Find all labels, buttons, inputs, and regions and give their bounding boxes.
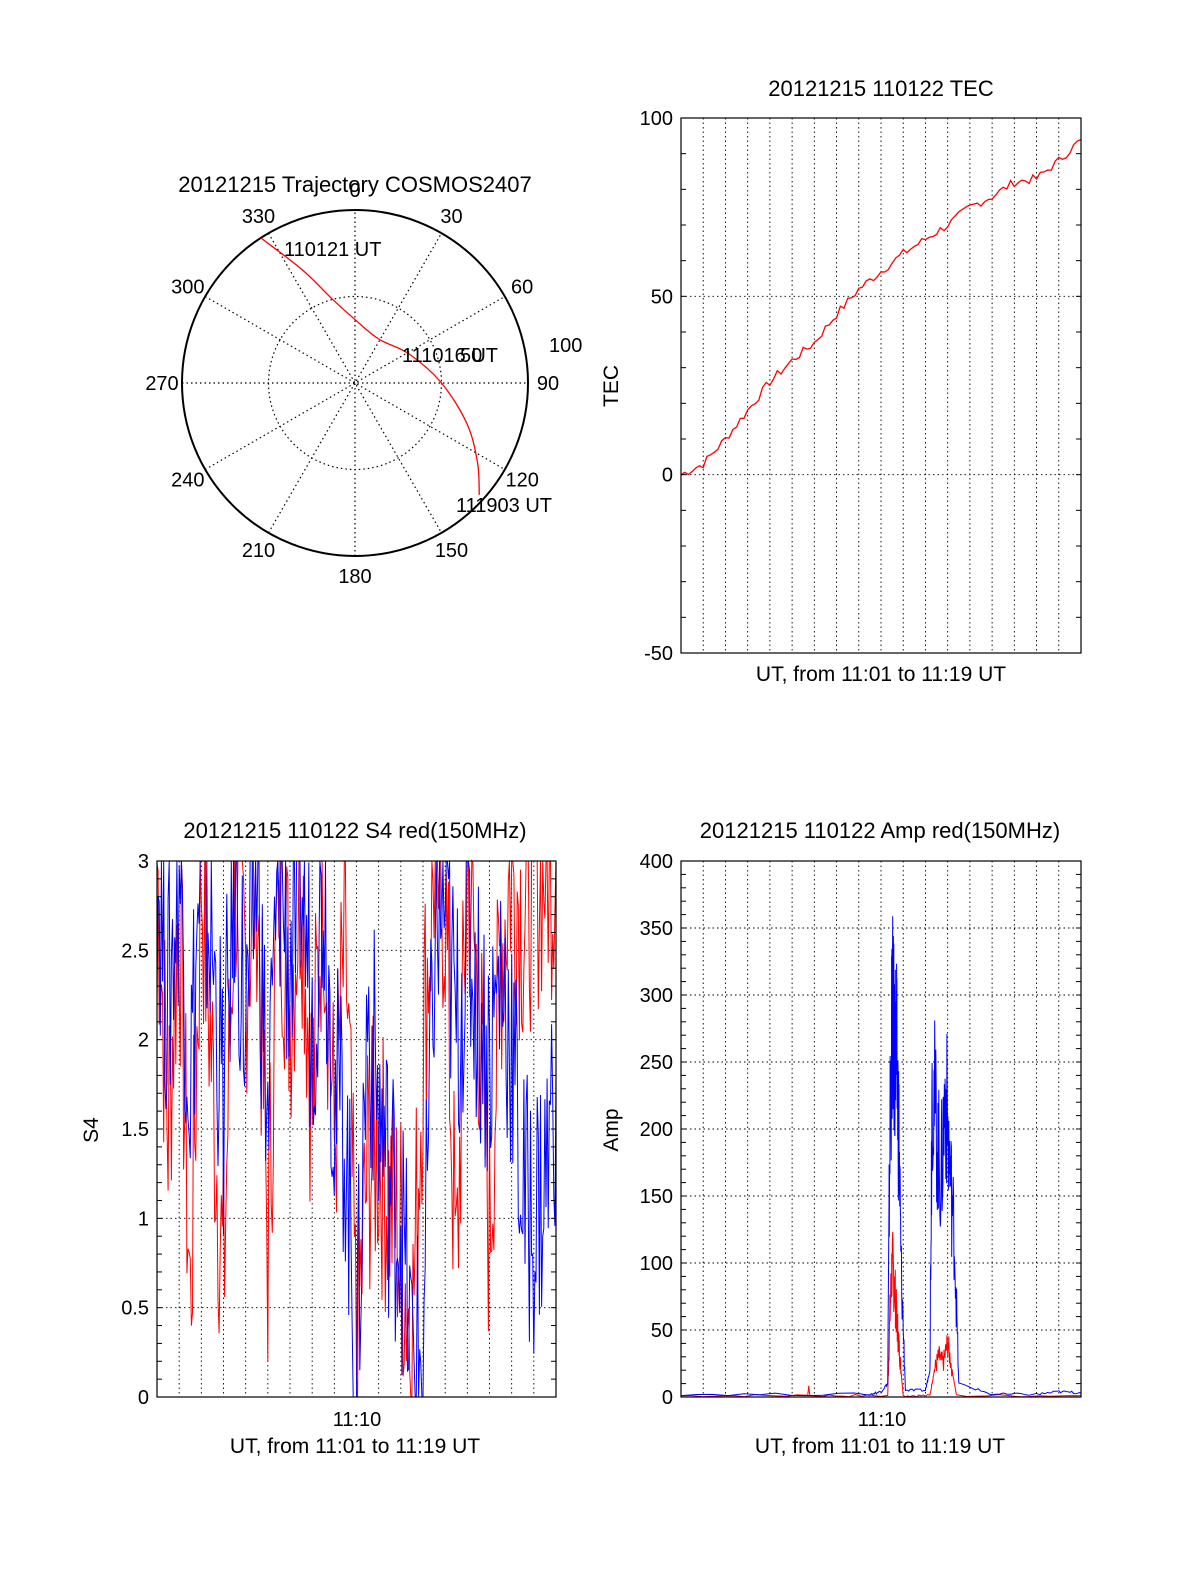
polar-angle-label: 300 xyxy=(171,277,204,299)
y-tick-label: 100 xyxy=(640,108,673,130)
trajectory-start-label: 110121 UT xyxy=(284,239,381,261)
series-line xyxy=(680,916,1082,1397)
y-tick-label: 2 xyxy=(138,1030,149,1052)
s4-ticks xyxy=(157,860,556,1398)
tec-x-axis-label: UT, from 11:01 to 11:19 UT xyxy=(756,663,1006,686)
tec-ticks xyxy=(681,117,1081,654)
y-tick-label: 150 xyxy=(640,1186,673,1208)
polar-spoke xyxy=(204,295,506,471)
polar-angle-label: 210 xyxy=(242,540,275,562)
y-tick-label: 2.5 xyxy=(121,940,149,962)
polar-spoke xyxy=(204,295,506,471)
polar-angle-label: 330 xyxy=(242,206,275,228)
tec-y-axis-label: TEC xyxy=(600,365,623,407)
tec-series xyxy=(680,138,1082,476)
trajectory-end-label: 111903 UT xyxy=(456,495,552,517)
polar-spoke xyxy=(267,232,443,534)
polar-radial-label-100: 100 xyxy=(549,335,582,357)
tec-title: 20121215 110122 TEC xyxy=(768,76,994,101)
s4-x-axis-label: UT, from 11:01 to 11:19 UT xyxy=(230,1435,480,1458)
series-line xyxy=(680,138,1082,476)
polar-spoke xyxy=(267,232,443,534)
polar-outer-circle xyxy=(181,209,529,557)
y-tick-label: -50 xyxy=(644,643,673,665)
series-line xyxy=(680,1231,1082,1398)
y-tick-label: 400 xyxy=(640,851,673,873)
polar-inner-circle xyxy=(267,295,443,471)
y-tick-label: 300 xyxy=(640,985,673,1007)
trajectory-mid-label: 111016 UT xyxy=(402,345,498,367)
y-tick-label: 0 xyxy=(662,1387,673,1409)
y-tick-label: 250 xyxy=(640,1052,673,1074)
y-tick-label: 50 xyxy=(651,286,673,308)
polar-angle-label: 270 xyxy=(145,373,178,395)
tec-y-tick-labels: -50 0 50 100 xyxy=(640,108,673,665)
amp-ticks xyxy=(681,860,1081,1398)
y-tick-label: 350 xyxy=(640,918,673,940)
polar-angle-label: 240 xyxy=(171,470,204,492)
amp-title: 20121215 110122 Amp red(150MHz) xyxy=(700,818,1060,843)
polar-angle-label: 90 xyxy=(537,373,559,395)
y-tick-label: 50 xyxy=(651,1320,673,1342)
amp-panel: 20121215 110122 Amp red(150MHz) 0 50 100 15… xyxy=(600,818,1082,1458)
y-tick-label: 3 xyxy=(138,851,149,873)
polar-angle-label: 0 xyxy=(349,180,360,202)
trajectory-title: 20121215 Trajectory COSMOS2407 xyxy=(178,172,531,197)
amp-y-axis-label: Amp xyxy=(600,1108,623,1151)
y-tick-label: 100 xyxy=(640,1253,673,1275)
amp-y-tick-labels: 0 50 100 150 200 250 300 350 400 xyxy=(640,851,673,1409)
polar-angle-labels: 0 30 60 90 120 150 180 210 240 270 300 330 xyxy=(145,180,559,588)
tec-plot-frame xyxy=(680,117,1082,654)
polar-angle-label: 180 xyxy=(338,566,371,588)
s4-title: 20121215 110122 S4 red(150MHz) xyxy=(183,818,526,843)
s4-x-tick-label: 11:10 xyxy=(333,1409,382,1431)
y-tick-label: 0.5 xyxy=(121,1298,149,1320)
s4-y-tick-labels: 0 0.5 1 1.5 2 2.5 3 xyxy=(121,851,149,1409)
y-tick-label: 1 xyxy=(138,1208,149,1230)
s4-y-axis-label: S4 xyxy=(80,1117,103,1143)
trajectory-panel: 20121215 Trajectory COSMOS2407 0 30 60 90 12… xyxy=(145,172,582,588)
polar-angle-label: 60 xyxy=(511,277,533,299)
polar-radial-label-50: 50 xyxy=(460,345,482,367)
polar-angle-label: 150 xyxy=(435,540,468,562)
tec-grid xyxy=(681,117,1081,654)
y-tick-label: 1.5 xyxy=(121,1119,149,1141)
y-tick-label: 200 xyxy=(640,1119,673,1141)
s4-panel: 20121215 110122 S4 red(150MHz) 0 0.5 1 1.5 2… xyxy=(80,818,557,1458)
trajectory-line xyxy=(260,237,480,495)
y-tick-label: 0 xyxy=(138,1387,149,1409)
polar-angle-label: 120 xyxy=(505,470,538,492)
polar-angle-label: 30 xyxy=(440,206,462,228)
amp-grid xyxy=(681,860,1081,1398)
amp-x-tick-label: 11:10 xyxy=(858,1409,907,1431)
amp-x-axis-label: UT, from 11:01 to 11:19 UT xyxy=(755,1435,1005,1458)
y-tick-label: 0 xyxy=(662,465,673,487)
tec-panel: 20121215 110122 TEC -50 0 50 100 TEC UT, fr… xyxy=(600,76,1082,686)
